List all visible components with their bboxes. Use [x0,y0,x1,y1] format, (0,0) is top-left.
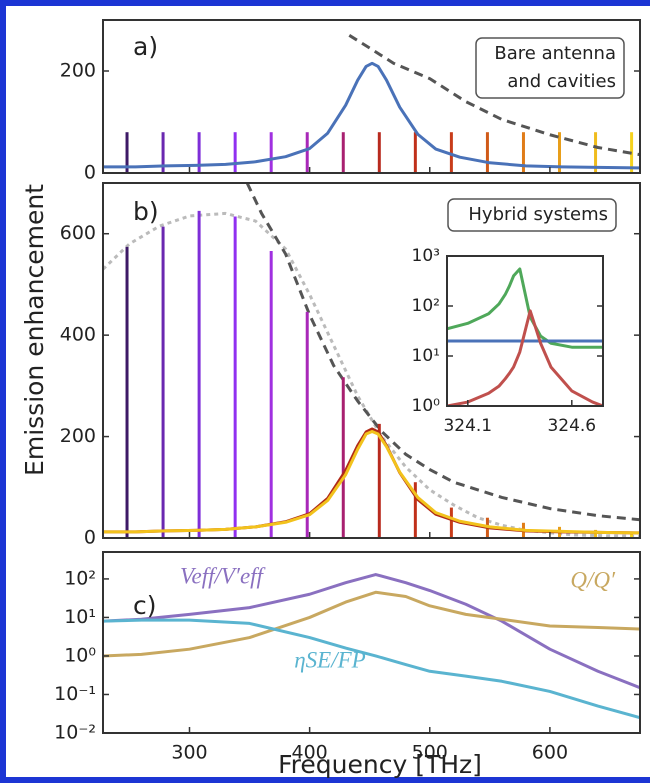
y-tick-label: 10⁰ [412,396,441,416]
y-tick-label: 0 [84,527,96,549]
axes-frame [102,19,641,174]
annotation: and cavities [507,71,616,92]
plot-group [447,267,603,406]
panel-label: a) [133,32,158,61]
curve [103,590,640,658]
y-tick-label: 600 [60,222,96,244]
x-tick-label: 324.1 [443,416,492,436]
curve [348,34,640,157]
series-label: ηSE/FP [294,647,365,672]
y-tick-label: 200 [60,60,96,82]
curve [103,618,640,720]
axes-frame [446,255,604,407]
y-tick-label: 200 [60,425,96,447]
x-tick-label: 400 [291,742,327,764]
plot-group [103,34,640,173]
curve [103,573,640,690]
x-axis-label: Frequency [THz] [278,750,482,779]
annotation: Hybrid systems [468,204,608,225]
x-tick-label: 324.6 [547,416,596,436]
annotation-box [447,198,617,232]
y-tick-label: 0 [84,162,96,184]
x-tick-label: 500 [412,742,448,764]
plot-group [103,573,640,720]
plot-area [103,552,640,733]
y-tick-label: 10⁻² [54,722,96,744]
curve [103,61,640,170]
axes-frame [102,551,641,734]
y-axis-label: Emission enhancement [20,184,49,476]
x-tick-label: 300 [171,742,207,764]
annotation: Bare antenna [494,43,616,64]
y-tick-label: 10¹ [64,606,96,628]
panel-label: b) [133,197,159,226]
y-tick-label: 400 [60,324,96,346]
y-tick-label: 10² [412,296,440,316]
x-tick-label: 600 [532,742,568,764]
y-tick-label: 10³ [412,246,440,266]
y-tick-label: 10² [64,567,96,589]
axes-frame [102,182,641,539]
curve [447,267,603,349]
curve [245,183,640,522]
y-tick-label: 10⁰ [64,644,96,666]
curve [447,309,603,406]
curve [103,430,640,535]
y-tick-label: 10¹ [412,346,440,366]
series-label: Q/Q′ [570,567,616,592]
series-label: Veff/V′eff [180,563,267,588]
annotation-box [475,37,625,99]
panel-label: c) [133,591,157,620]
y-tick-label: 10⁻¹ [54,683,96,705]
plot-group [103,183,640,538]
